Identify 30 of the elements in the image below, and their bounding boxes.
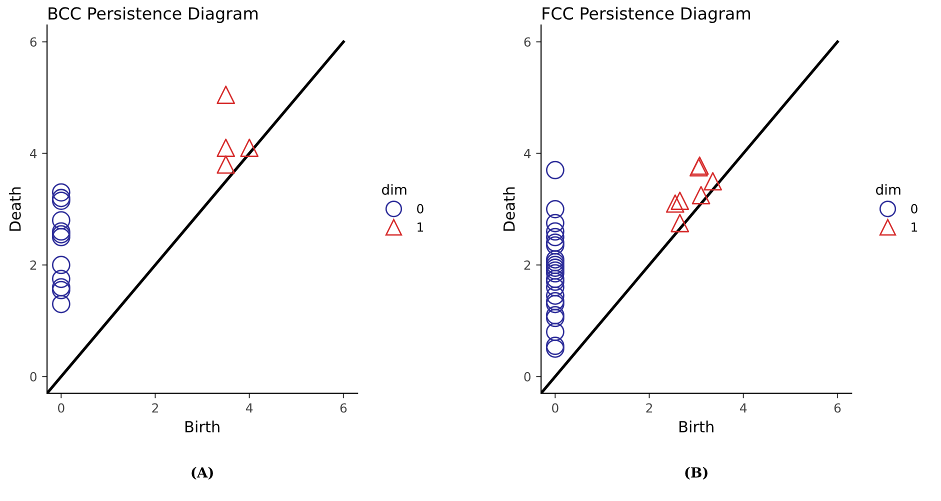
y-tick-label: 6 xyxy=(30,37,37,47)
x-axis-title: Birth xyxy=(680,420,714,432)
legend-label: 0 xyxy=(417,204,424,214)
x-tick-label: 4 xyxy=(740,403,747,413)
y-tick-label: 2 xyxy=(30,260,36,270)
y-tick-label: 6 xyxy=(524,37,531,47)
legend-label: 0 xyxy=(911,204,918,214)
legend-title: dim xyxy=(876,184,900,195)
legend-label: 1 xyxy=(418,222,424,232)
x-tick-label: 6 xyxy=(834,403,841,413)
y-axis-title: Death xyxy=(9,187,21,231)
text: (B) xyxy=(685,466,708,480)
x-tick-label: 6 xyxy=(340,403,347,413)
y-tick-label: 2 xyxy=(524,260,530,270)
y-tick-label: 4 xyxy=(30,149,37,158)
y-tick-label: 4 xyxy=(524,149,531,158)
y-axis-title: Death xyxy=(503,187,515,231)
x-tick-label: 0 xyxy=(58,403,64,413)
legend-label: 1 xyxy=(912,222,918,232)
y-tick-label: 0 xyxy=(30,372,36,382)
legend-title: dim xyxy=(382,184,406,195)
x-tick-label: 0 xyxy=(552,403,558,413)
x-axis-title: Birth xyxy=(185,420,220,432)
x-tick-label: 2 xyxy=(152,403,158,413)
x-tick-label: 2 xyxy=(646,403,652,413)
text: (A) xyxy=(192,466,213,480)
y-tick-label: 0 xyxy=(524,372,531,382)
chart-title: BCC Persistence Diagram xyxy=(48,6,258,23)
x-tick-label: 4 xyxy=(246,403,253,413)
chart-title: FCC Persistence Diagram xyxy=(542,6,750,23)
